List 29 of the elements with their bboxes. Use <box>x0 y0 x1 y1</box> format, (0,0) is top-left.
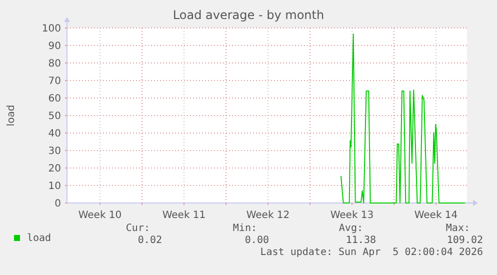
y-tick-label: 70 <box>48 76 61 87</box>
chart-title: Load average - by month <box>172 8 324 22</box>
text: Last update: Sun Apr 5 02:00:04 2026 <box>260 247 483 258</box>
y-tick-label: 60 <box>48 94 61 104</box>
x-tick-label: Week 10 <box>78 210 122 221</box>
y-tick-label: 50 <box>48 111 61 122</box>
y-tick-label: 100 <box>42 24 61 34</box>
text: Max: <box>446 223 470 234</box>
text: 11.38 <box>346 235 376 246</box>
text: 0.02 <box>138 235 162 246</box>
text: Min: <box>232 223 257 234</box>
x-tick-label: Week 12 <box>246 210 290 221</box>
y-tick-label: 20 <box>48 164 61 174</box>
y-tick-label: 40 <box>48 128 61 140</box>
text: Avg: <box>338 223 363 234</box>
y-tick-label: 10 <box>48 181 61 192</box>
text: Cur: <box>126 223 150 234</box>
y-axis-title: load <box>6 104 17 126</box>
y-tick-label: 80 <box>48 58 61 70</box>
y-tick-label: 90 <box>48 41 61 52</box>
y-tick-label: 30 <box>48 146 61 157</box>
line-series <box>340 33 466 204</box>
text: 0.00 <box>244 235 269 246</box>
y-tick-label: 0 <box>54 198 61 210</box>
x-tick-label: Week 14 <box>414 210 458 221</box>
x-tick-label: Week 11 <box>162 210 206 221</box>
legend-label: load <box>27 233 52 244</box>
x-tick-label: Week 13 <box>330 210 374 221</box>
text: 109.02 <box>446 235 483 246</box>
